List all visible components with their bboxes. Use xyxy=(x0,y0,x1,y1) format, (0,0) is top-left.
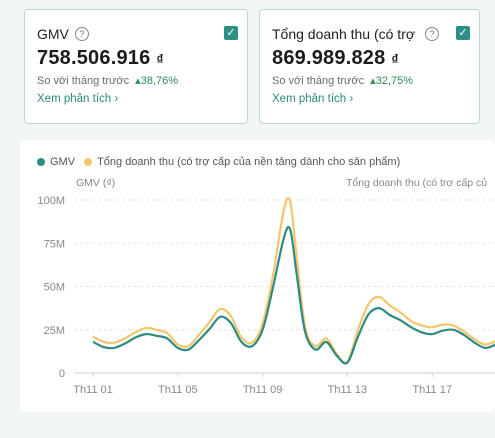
revenue-card-title: Tổng doanh thu (có trợ c... xyxy=(272,26,419,42)
series-line-gmv xyxy=(92,225,495,365)
revenue-amount: 869.989.828 xyxy=(272,47,386,69)
legend-label-gmv: GMV xyxy=(50,156,76,168)
x-tick-label: Th11 01 xyxy=(73,384,113,396)
gmv-amount: 758.506.916 xyxy=(37,47,151,69)
help-circle-icon[interactable]: ? xyxy=(425,27,439,41)
gmv-card-title: GMV xyxy=(37,26,69,42)
legend-dot-gmv xyxy=(37,158,45,166)
revenue-currency: ₫ xyxy=(391,51,399,67)
gmv-compare-label: So với tháng trước xyxy=(37,75,130,87)
right-axis-title: Tổng doanh thu (có trợ cấp củ xyxy=(346,177,488,189)
checkmark-icon: ✓ xyxy=(226,27,236,39)
revenue-checkbox[interactable]: ✓ xyxy=(456,26,470,40)
revenue-compare-label: So với tháng trước xyxy=(272,75,365,87)
gmv-checkbox[interactable]: ✓ xyxy=(224,26,238,40)
legend-item-revenue[interactable]: Tổng doanh thu (có trợ cấp của nền tảng … xyxy=(84,156,400,168)
gmv-change: ▴38,76% xyxy=(135,75,178,87)
y-tick-label: 100M xyxy=(37,195,65,207)
series-line-revenue xyxy=(92,196,495,364)
y-tick-label: 75M xyxy=(44,238,65,250)
x-tick-label: Th11 09 xyxy=(243,384,283,396)
x-tick-label: Th11 05 xyxy=(158,384,198,396)
gmv-card[interactable]: GMV ? ✓ 758.506.916 ₫ So với tháng trước … xyxy=(24,9,248,124)
chart-panel xyxy=(20,140,495,412)
gmv-analysis-link[interactable]: Xem phân tích › xyxy=(37,93,119,105)
checkmark-icon: ✓ xyxy=(458,27,468,39)
legend-label-revenue: Tổng doanh thu (có trợ cấp của nền tảng … xyxy=(97,156,401,168)
help-circle-icon[interactable]: ? xyxy=(74,27,89,41)
x-tick-label: Th11 17 xyxy=(412,384,452,396)
gmv-change-value: 38,76% xyxy=(140,75,179,87)
y-tick-label: 50M xyxy=(44,282,65,294)
x-tick-label: Th11 13 xyxy=(328,384,368,396)
revenue-value: 869.989.828 ₫ xyxy=(272,47,399,70)
revenue-change: ▴32,75% xyxy=(370,75,413,87)
left-axis-title: GMV (₫) xyxy=(76,177,116,189)
revenue-card[interactable]: Tổng doanh thu (có trợ c... ? ✓ 869.989.… xyxy=(259,9,480,124)
triangle-up-icon: ▴ xyxy=(135,75,141,87)
gmv-currency: ₫ xyxy=(156,51,164,67)
y-tick-label: 0 xyxy=(59,368,65,380)
gmv-value: 758.506.916 ₫ xyxy=(37,47,164,70)
legend-item-gmv[interactable]: GMV xyxy=(37,156,75,168)
legend-dot-revenue xyxy=(84,158,93,166)
triangle-up-icon: ▴ xyxy=(370,75,376,87)
gmv-compare: So với tháng trước ▴38,76% xyxy=(37,74,178,87)
revenue-analysis-link[interactable]: Xem phân tích › xyxy=(272,93,354,105)
chart-legend: GMV Tổng doanh thu (có trợ cấp của nền t… xyxy=(37,156,409,168)
revenue-change-value: 32,75% xyxy=(375,75,414,87)
y-tick-label: 25M xyxy=(44,325,65,337)
revenue-compare: So với tháng trước ▴32,75% xyxy=(272,74,413,87)
